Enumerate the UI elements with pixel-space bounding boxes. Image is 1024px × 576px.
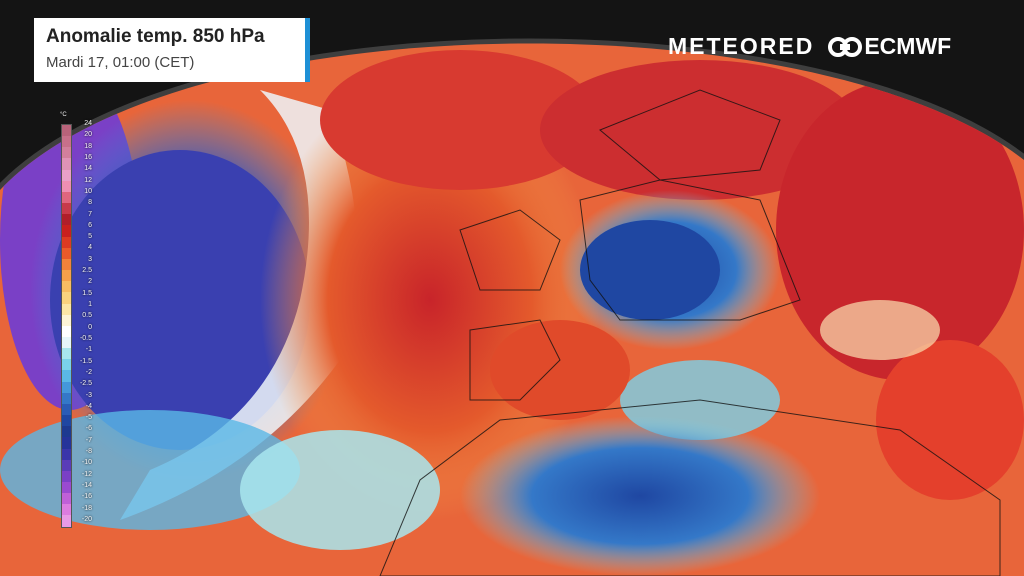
legend-label: 1 <box>88 301 92 309</box>
legend-label: -6 <box>85 425 92 433</box>
legend-label: -14 <box>81 482 92 490</box>
legend-swatch <box>62 292 71 304</box>
legend-swatch <box>62 236 71 248</box>
legend-swatch <box>62 325 71 337</box>
legend-label: 14 <box>84 165 92 173</box>
legend-label: 2.5 <box>82 267 92 275</box>
legend-swatch <box>62 370 71 382</box>
legend-label: 4 <box>88 244 92 252</box>
legend-swatch <box>62 125 71 137</box>
legend-label: 7 <box>88 210 92 218</box>
legend-swatch <box>62 493 71 505</box>
legend-swatch <box>62 258 71 271</box>
legend-swatch <box>62 448 71 460</box>
legend-swatch <box>62 225 71 237</box>
legend-label: 0.5 <box>82 312 92 320</box>
legend-label: 1.5 <box>82 289 92 297</box>
legend-swatch <box>62 247 71 259</box>
legend-swatch <box>62 482 71 494</box>
legend-swatch <box>62 348 71 360</box>
legend-swatch <box>62 437 71 449</box>
legend-label: -1.5 <box>79 357 92 365</box>
legend-swatch <box>62 203 71 215</box>
legend-labels: 24 20 18 16 14 12 10 8 7 6 5 4 3 2.5 2 1.5 1 0.5 0 -0.5 -1 -1… <box>72 120 92 526</box>
legend-label: 24 <box>84 120 92 127</box>
legend-swatch <box>62 180 71 192</box>
legend-label: 6 <box>88 221 92 229</box>
legend-label: -0.5 <box>79 334 92 342</box>
legend-label: 12 <box>84 176 92 184</box>
legend-swatch <box>62 459 71 471</box>
legend-label: -3 <box>85 391 92 399</box>
map-timestamp: Mardi 17, 01:00 (CET) <box>46 54 195 71</box>
legend-label: -10 <box>81 459 92 467</box>
legend-label: 2 <box>88 278 92 286</box>
legend-swatch <box>62 415 71 427</box>
legend-label: 0 <box>88 323 92 331</box>
map-title-box: Anomalie temp. 850 hPa Mardi 17, 01:00 (… <box>34 18 310 82</box>
legend-label: -4 <box>85 402 92 410</box>
legend-swatch <box>62 158 71 170</box>
legend-label: -5 <box>85 414 92 422</box>
legend-swatch <box>62 270 71 282</box>
legend-label: -12 <box>81 470 92 478</box>
legend-label: 3 <box>88 255 92 263</box>
legend-swatch <box>62 381 71 393</box>
legend-label: -2 <box>85 368 92 376</box>
legend-swatch <box>62 191 71 204</box>
legend-swatch <box>62 515 71 527</box>
legend-label: -2.5 <box>79 380 92 388</box>
legend-swatch <box>62 303 71 315</box>
legend-swatch <box>62 426 71 438</box>
map-title: Anomalie temp. 850 hPa <box>46 26 265 47</box>
legend-swatch <box>62 314 71 326</box>
legend-label: 16 <box>84 153 92 161</box>
legend-swatch <box>62 136 71 148</box>
legend-label: -16 <box>81 493 92 501</box>
legend-swatch <box>62 281 71 293</box>
ecmwf-logo: ECMWF <box>828 33 951 60</box>
legend-label: -7 <box>85 436 92 444</box>
legend-swatch <box>62 359 71 371</box>
legend-swatch <box>62 470 71 482</box>
legend-swatch <box>62 169 71 181</box>
legend-label: 8 <box>88 199 92 207</box>
legend-label: 10 <box>84 187 92 195</box>
legend-swatch <box>62 336 71 349</box>
legend-label: 5 <box>88 233 92 241</box>
legend-label: 18 <box>84 142 92 150</box>
legend-swatch <box>62 392 71 404</box>
legend-label: -1 <box>85 346 92 354</box>
color-legend: °C 24 20 18 16 14 12 10 8 7 6 5 4 3 2.5 2 1.5 1 0.5 0 -0.5 -… <box>58 112 92 528</box>
legend-swatch <box>62 214 71 226</box>
logos: METEORED ECMWF <box>668 33 951 60</box>
legend-swatch <box>62 147 71 159</box>
legend-unit: °C <box>60 112 67 118</box>
ecmwf-emblem-icon <box>828 36 863 57</box>
legend-label: 20 <box>84 131 92 139</box>
legend-swatch <box>62 403 71 416</box>
legend-color-bar <box>61 124 72 528</box>
ecmwf-wordmark: ECMWF <box>864 33 952 59</box>
legend-label: -20 <box>81 516 92 523</box>
meteored-logo: METEORED <box>668 33 815 59</box>
legend-swatch <box>62 504 71 516</box>
legend-label: -18 <box>81 504 92 512</box>
legend-label: -8 <box>85 448 92 456</box>
